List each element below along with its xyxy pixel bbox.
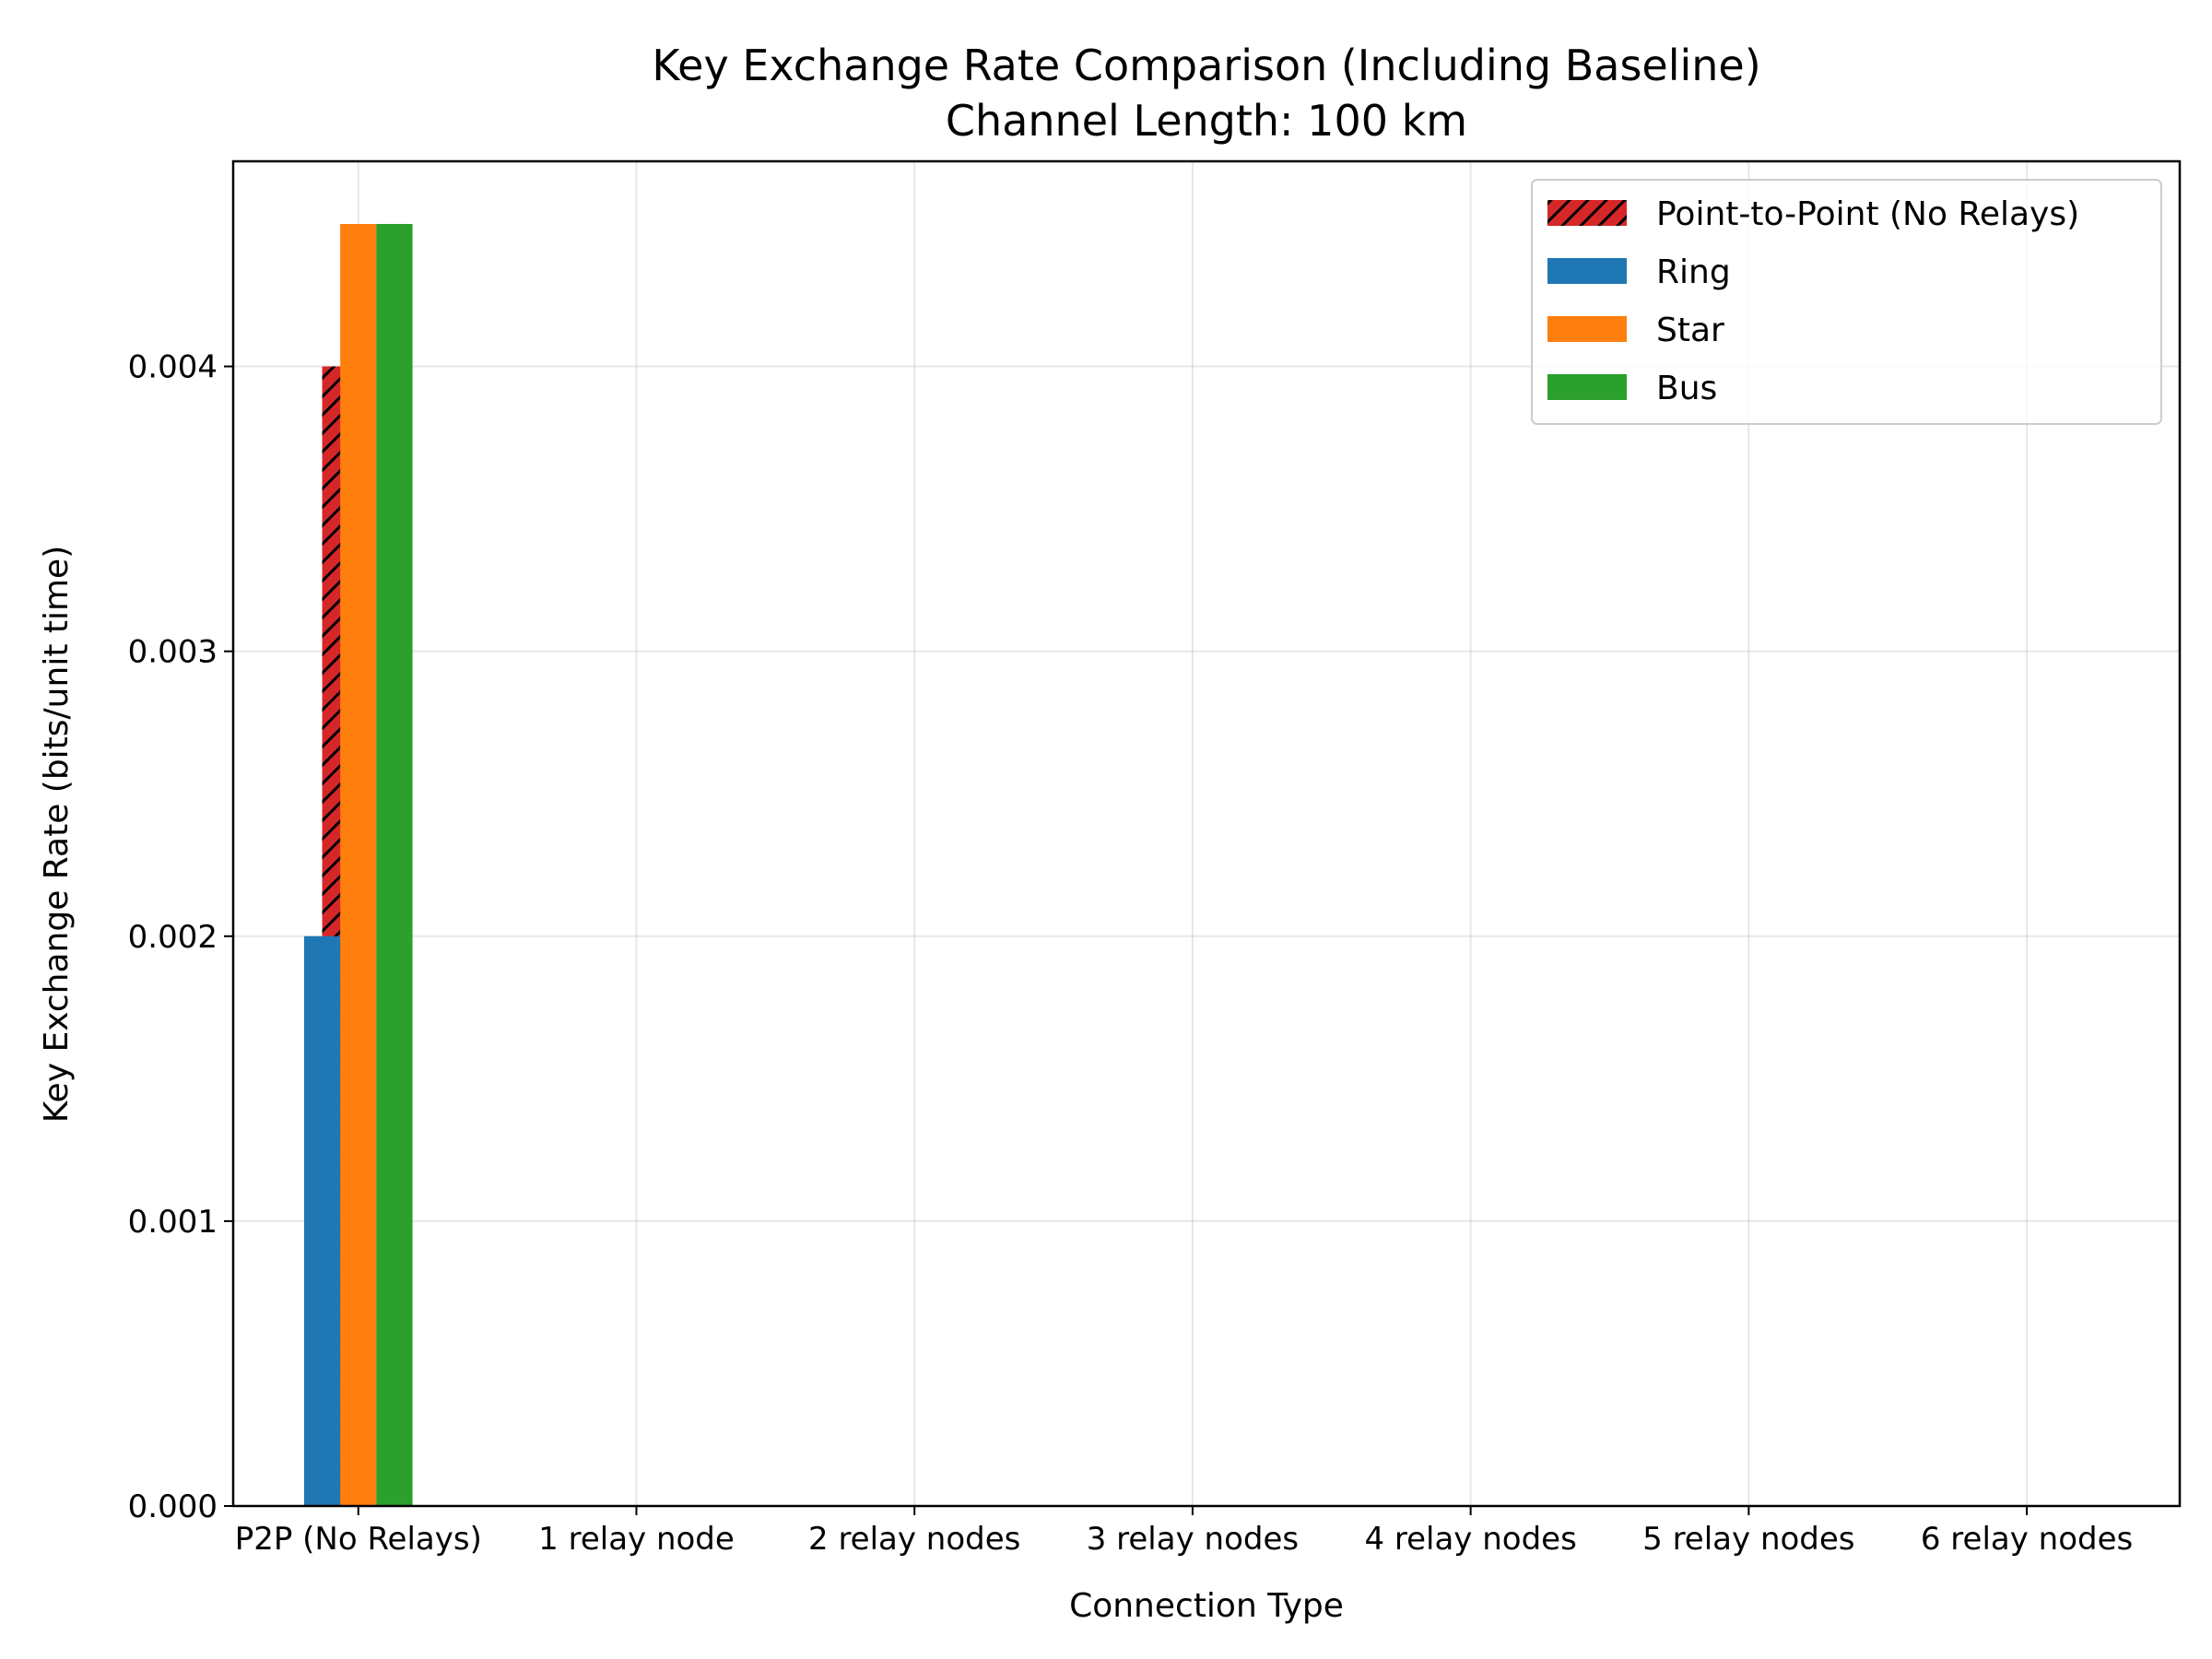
- x-tick-label: 3 relay nodes: [1087, 1521, 1299, 1558]
- legend-label-star: Star: [1656, 312, 1724, 349]
- legend-label-ring: Ring: [1656, 253, 1731, 291]
- x-axis-label: Connection Type: [1069, 1587, 1344, 1625]
- legend-label-bus: Bus: [1656, 370, 1717, 407]
- y-tick-label: 0.001: [128, 1204, 218, 1241]
- x-tick-label: 6 relay nodes: [1921, 1521, 2133, 1558]
- x-tick-label: 5 relay nodes: [1642, 1521, 1854, 1558]
- bar-ring: [303, 935, 341, 1506]
- axis-ticks: P2P (No Relays) 1 relay node 2 relay nodes…: [128, 349, 2134, 1558]
- bar-star: [340, 224, 377, 1506]
- x-tick-label: 2 relay nodes: [808, 1521, 1020, 1558]
- legend-label-point-to-point-no-relays: Point-to-Point (No Relays): [1656, 195, 2079, 233]
- x-tick-label: 1 relay node: [538, 1521, 735, 1558]
- y-tick-label: 0.002: [128, 919, 218, 956]
- chart-subtitle: Channel Length: 100 km: [946, 96, 1467, 146]
- bar-bus: [376, 224, 413, 1506]
- y-tick-label: 0.003: [128, 634, 218, 671]
- legend-swatch-hatch: [1547, 200, 1627, 226]
- x-tick-label: P2P (No Relays): [235, 1521, 482, 1558]
- chart-title: Key Exchange Rate Comparison (Including …: [652, 41, 1760, 90]
- bars-group: [303, 224, 413, 1506]
- y-tick-label: 0.004: [128, 349, 218, 386]
- legend-frame: [1531, 179, 2162, 425]
- x-tick-label: 4 relay nodes: [1364, 1521, 1576, 1558]
- legend-swatch-bus: [1547, 374, 1627, 400]
- y-tick-label: 0.000: [128, 1488, 218, 1525]
- legend: Point-to-Point (No Relays) Ring Star Bus: [1531, 179, 2162, 425]
- legend-swatch-star: [1547, 316, 1627, 342]
- y-axis-label: Key Exchange Rate (bits/unit time): [38, 546, 76, 1124]
- plot-frame: [231, 159, 2182, 1508]
- legend-swatch-ring: [1547, 258, 1627, 284]
